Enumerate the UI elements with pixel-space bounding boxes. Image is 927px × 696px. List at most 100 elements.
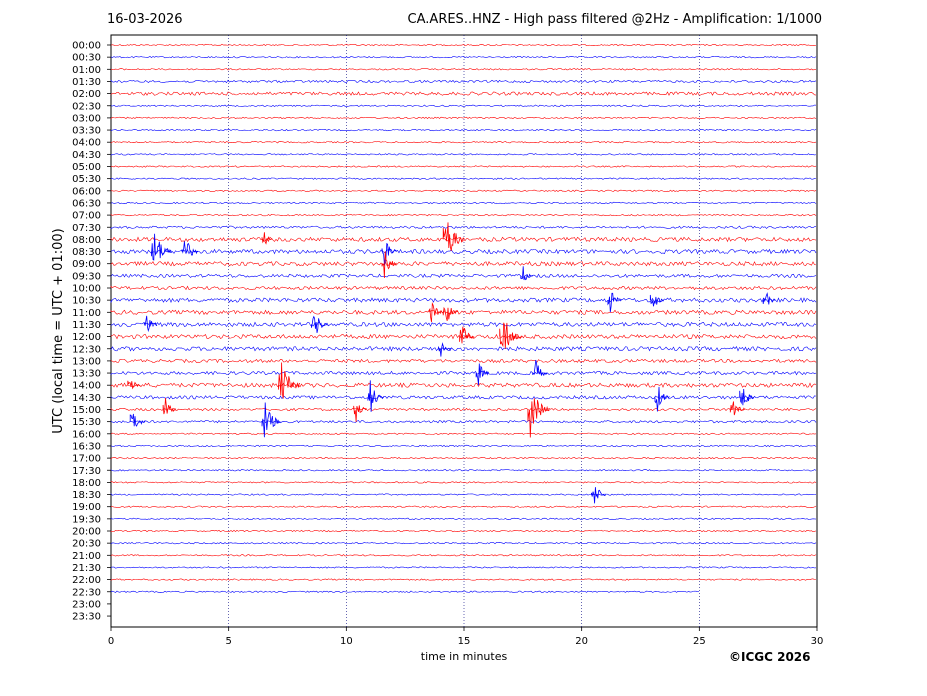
event-waveform [261,402,281,438]
event-waveform [762,292,776,305]
event-waveform [520,266,533,281]
row-time-label: 05:00 [72,162,101,173]
row-time-label: 18:30 [72,490,101,501]
row-time-label: 17:00 [72,454,101,465]
row-time-label: 02:30 [72,101,101,112]
x-tick-label: 30 [811,636,824,647]
row-time-label: 03:30 [72,126,101,137]
x-tick-label: 5 [225,636,231,647]
event-waveform [442,306,458,321]
trace-line [110,481,817,484]
event-waveform [649,294,664,307]
row-time-label: 23:30 [72,612,101,623]
x-tick-label: 15 [458,636,471,647]
trace-line [110,68,817,71]
trace-line [110,432,817,435]
trace-line [110,128,817,132]
trace-line [110,116,817,120]
row-time-label: 14:00 [72,381,101,392]
x-tick-label: 0 [108,636,114,647]
event-waveform [532,359,548,377]
event-waveform [143,315,158,333]
trace-line [110,153,817,156]
event-waveform [442,222,465,251]
trace-line [110,469,817,472]
event-waveform [127,380,141,390]
row-time-label: 00:30 [72,53,101,64]
plot-date: 16-03-2026 [107,12,183,27]
trace-line [110,419,817,424]
trace-line [110,297,817,304]
x-tick-label: 25 [693,636,706,647]
row-time-label: 16:30 [72,441,101,452]
event-waveform [591,487,607,504]
trace-line [110,285,817,291]
trace-line [110,566,817,569]
row-time-label: 12:30 [72,344,101,355]
trace-line [110,333,817,340]
row-time-label: 20:00 [72,527,101,538]
trace-group [110,43,817,593]
row-time-label: 15:30 [72,417,101,428]
event-waveform [181,241,199,256]
trace-line [110,141,817,144]
row-time-label: 11:30 [72,320,101,331]
event-waveform [129,413,145,427]
trace-line [110,309,817,316]
row-time-label: 18:00 [72,478,101,489]
x-tick-label: 20 [575,636,588,647]
event-waveform [261,232,273,245]
row-time-label: 01:30 [72,77,101,88]
event-waveform [162,397,177,415]
row-time-label: 10:30 [72,296,101,307]
trace-line [110,554,817,557]
trace-line [110,517,817,521]
row-time-label: 12:00 [72,332,101,343]
row-time-label: 13:30 [72,369,101,380]
trace-line [110,444,817,448]
event-waveform [475,363,490,386]
trace-line [110,529,817,533]
event-waveform [278,362,301,399]
event-waveform [438,342,451,357]
trace-line [110,542,817,545]
trace-line [110,407,817,412]
trace-line [110,505,817,508]
x-tick-group: 0 5 10 15 20 25 30 [108,627,824,647]
trace-line [110,104,817,107]
trace-line [110,456,817,460]
row-time-label: 02:00 [72,89,101,100]
trace-line [110,345,817,352]
event-waveform [151,233,172,261]
event-waveform [459,326,475,344]
event-waveform [428,302,443,323]
trace-line [110,56,817,59]
row-time-label: 22:30 [72,587,101,598]
row-time-label: 07:00 [72,211,101,222]
event-waveform [729,401,746,416]
trace-line [110,370,817,376]
trace-line [110,189,817,192]
row-time-label: 19:00 [72,502,101,513]
row-time-label: 03:00 [72,113,101,124]
row-time-label: 15:00 [72,405,101,416]
event-waveform [367,380,385,412]
trace-line [110,382,817,389]
x-axis-label: time in minutes [421,650,508,663]
trace-line [110,225,817,229]
event-waveform [607,292,622,313]
row-time-label: 08:30 [72,247,101,258]
row-time-label: 04:00 [72,138,101,149]
trace-line [110,213,817,217]
trace-line [110,493,817,496]
trace-line [110,273,817,279]
row-time-label: 05:30 [72,174,101,185]
event-waveform [499,322,522,349]
event-waveform [381,242,397,266]
trace-line [110,43,817,47]
row-time-label: 21:30 [72,563,101,574]
row-time-label: 17:30 [72,466,101,477]
row-time-label: 10:00 [72,284,101,295]
event-waveform [654,386,670,412]
